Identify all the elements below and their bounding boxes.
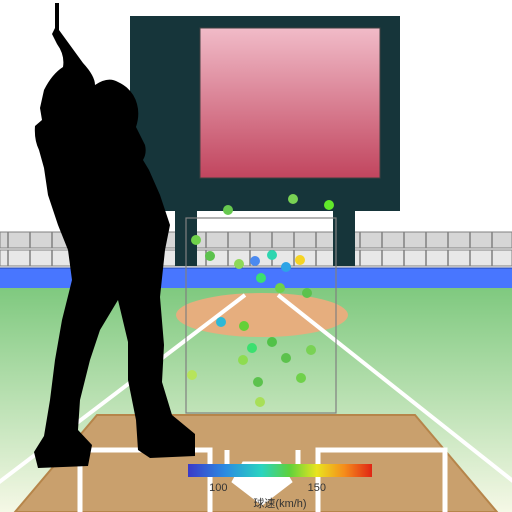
scoreboard-screen (200, 28, 380, 178)
pitch-marker (238, 355, 248, 365)
pitch-marker (281, 262, 291, 272)
pitch-marker (250, 256, 260, 266)
pitch-marker (324, 200, 334, 210)
pitch-marker (187, 370, 197, 380)
pitch-marker (205, 251, 215, 261)
pitch-marker (295, 255, 305, 265)
pitch-marker (275, 283, 285, 293)
colorbar-axis-label: 球速(km/h) (253, 496, 306, 510)
pitch-marker (288, 194, 298, 204)
pitch-marker (216, 317, 226, 327)
pitch-marker (281, 353, 291, 363)
colorbar-tick-label: 150 (308, 482, 326, 494)
pitch-location-chart: 100 150球速(km/h) (0, 0, 512, 512)
pitch-marker (239, 321, 249, 331)
pitch-marker (191, 235, 201, 245)
pitch-marker (247, 343, 257, 353)
pitch-marker (234, 259, 244, 269)
pitch-marker (306, 345, 316, 355)
pitch-marker (256, 273, 266, 283)
pitch-marker (267, 250, 277, 260)
pitch-marker (255, 397, 265, 407)
pitch-marker (296, 373, 306, 383)
colorbar (188, 464, 372, 477)
pitch-marker (253, 377, 263, 387)
colorbar-tick-label: 100 (209, 482, 227, 494)
pitch-marker (267, 337, 277, 347)
pitch-marker (223, 205, 233, 215)
pitch-marker (302, 288, 312, 298)
